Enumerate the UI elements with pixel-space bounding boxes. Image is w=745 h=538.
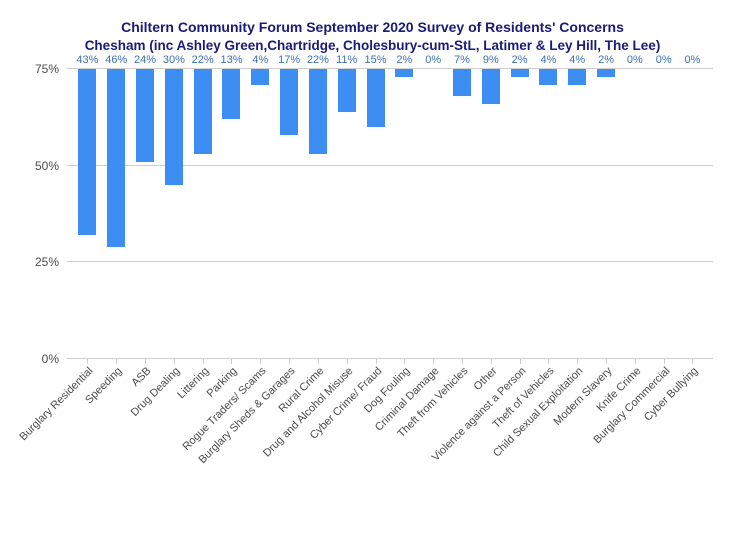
bar-value-label: 4%	[540, 54, 556, 66]
bar-slot: 0%	[419, 69, 448, 359]
bar-slot: 46%	[102, 69, 131, 359]
y-tick-label: 0%	[42, 352, 59, 366]
x-tick	[174, 359, 175, 364]
bar-slot: 7%	[448, 69, 477, 359]
bar-value-label: 4%	[252, 54, 268, 66]
x-tick	[548, 359, 549, 364]
bar-value-label: 22%	[192, 54, 214, 66]
bar-value-label: 2%	[512, 54, 528, 66]
bar-slot: 2%	[390, 69, 419, 359]
y-tick-label: 75%	[35, 62, 59, 76]
x-tick	[87, 359, 88, 364]
bar-value-label: 30%	[163, 54, 185, 66]
bar-slot: 22%	[304, 69, 333, 359]
bar-value-label: 4%	[569, 54, 585, 66]
x-tick	[318, 359, 319, 364]
bar-value-label: 15%	[365, 54, 387, 66]
bar-slot: 30%	[159, 69, 188, 359]
bar-value-label: 43%	[76, 54, 98, 66]
bar-slot: 15%	[361, 69, 390, 359]
x-tick	[606, 359, 607, 364]
chart-container: Chiltern Community Forum September 2020 …	[0, 0, 745, 538]
x-tick	[260, 359, 261, 364]
bar: 11%	[338, 69, 356, 112]
bar: 13%	[222, 69, 240, 119]
bar-slot: 0%	[678, 69, 707, 359]
chart-title-line2: Chesham (inc Ashley Green,Chartridge, Ch…	[22, 37, 723, 55]
bar: 2%	[511, 69, 529, 77]
bar-value-label: 13%	[220, 54, 242, 66]
y-tick-label: 25%	[35, 255, 59, 269]
bar-slot: 13%	[217, 69, 246, 359]
x-axis-labels: Burglary ResidentialSpeedingASBDrug Deal…	[67, 359, 713, 509]
bar: 17%	[280, 69, 298, 135]
bar-slot: 22%	[188, 69, 217, 359]
bar: 30%	[165, 69, 183, 185]
x-category-label: ASB	[129, 365, 153, 389]
bar-value-label: 11%	[336, 54, 357, 66]
bar: 4%	[539, 69, 557, 84]
bar-slot: 24%	[131, 69, 160, 359]
bar-slot: 4%	[246, 69, 275, 359]
x-tick	[289, 359, 290, 364]
bar-value-label: 7%	[454, 54, 470, 66]
bar-slot: 43%	[73, 69, 102, 359]
x-tick	[231, 359, 232, 364]
bar-slot: 4%	[563, 69, 592, 359]
chart-title-line1: Chiltern Community Forum September 2020 …	[22, 18, 723, 37]
chart-title: Chiltern Community Forum September 2020 …	[22, 18, 723, 55]
x-tick	[145, 359, 146, 364]
x-tick	[635, 359, 636, 364]
bar: 24%	[136, 69, 154, 162]
bar-value-label: 0%	[627, 54, 643, 66]
bar-slot: 0%	[620, 69, 649, 359]
bar: 2%	[395, 69, 413, 77]
x-tick	[520, 359, 521, 364]
x-tick	[664, 359, 665, 364]
x-tick	[404, 359, 405, 364]
bar: 46%	[107, 69, 125, 247]
bar-value-label: 0%	[656, 54, 672, 66]
bar-slot: 11%	[332, 69, 361, 359]
bar-value-label: 0%	[425, 54, 441, 66]
bar-slot: 9%	[476, 69, 505, 359]
bar-value-label: 2%	[598, 54, 614, 66]
bar: 2%	[597, 69, 615, 77]
bar: 4%	[251, 69, 269, 84]
bar: 7%	[453, 69, 471, 96]
x-tick	[376, 359, 377, 364]
bar: 9%	[482, 69, 500, 104]
bar-value-label: 22%	[307, 54, 329, 66]
bar-value-label: 17%	[278, 54, 300, 66]
bar-value-label: 24%	[134, 54, 156, 66]
x-tick	[347, 359, 348, 364]
bar-value-label: 0%	[685, 54, 701, 66]
x-category-label: Burglary Residential	[18, 365, 96, 443]
bar: 4%	[568, 69, 586, 84]
bar: 22%	[194, 69, 212, 154]
bar-value-label: 46%	[105, 54, 127, 66]
bar-value-label: 2%	[396, 54, 412, 66]
bar-slot: 2%	[505, 69, 534, 359]
x-tick	[203, 359, 204, 364]
bar: 43%	[78, 69, 96, 235]
x-tick	[116, 359, 117, 364]
bar-value-label: 9%	[483, 54, 499, 66]
x-tick	[577, 359, 578, 364]
bar-slot: 2%	[592, 69, 621, 359]
bar-slot: 17%	[275, 69, 304, 359]
bar: 15%	[367, 69, 385, 127]
bar-slot: 0%	[649, 69, 678, 359]
bar: 22%	[309, 69, 327, 154]
bars-wrap: 43%46%24%30%22%13%4%17%22%11%15%2%0%7%9%…	[67, 69, 713, 359]
x-tick	[462, 359, 463, 364]
x-tick	[433, 359, 434, 364]
y-tick-label: 50%	[35, 159, 59, 173]
plot-area: 0%25%50%75%43%46%24%30%22%13%4%17%22%11%…	[67, 69, 713, 359]
bar-slot: 4%	[534, 69, 563, 359]
x-tick	[692, 359, 693, 364]
